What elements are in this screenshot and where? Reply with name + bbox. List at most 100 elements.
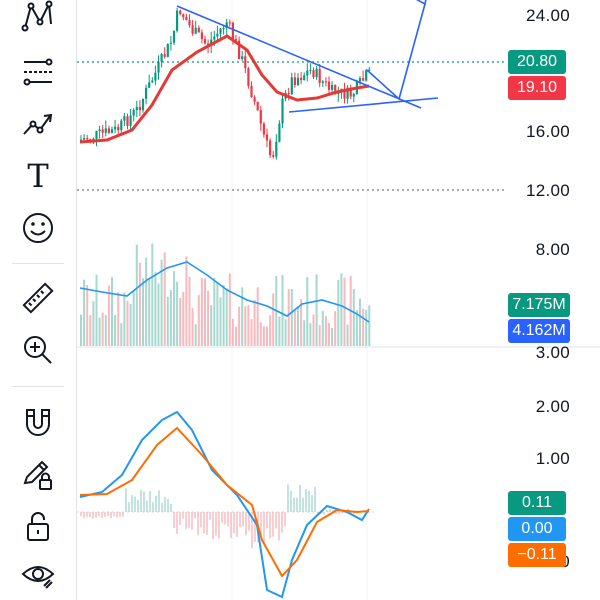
histogram-bar bbox=[242, 512, 244, 527]
volume-bar bbox=[303, 320, 306, 346]
histogram-badge: 0.11 bbox=[508, 491, 566, 515]
volume-bar bbox=[266, 326, 268, 346]
volume-bar bbox=[262, 326, 265, 346]
candle-body bbox=[117, 126, 120, 131]
volume-bar bbox=[151, 243, 154, 346]
volume-bar bbox=[368, 305, 371, 346]
forecast-tool-button[interactable] bbox=[14, 102, 62, 146]
candle-body bbox=[203, 39, 207, 44]
histogram-bar bbox=[161, 502, 163, 512]
forecast-arrow[interactable] bbox=[366, 3, 426, 101]
candle-body bbox=[306, 70, 309, 76]
volume-bar bbox=[101, 312, 104, 346]
histogram-bar bbox=[116, 512, 118, 518]
candle-body bbox=[104, 128, 107, 133]
candle-body bbox=[265, 134, 269, 141]
text-tool-button[interactable]: T bbox=[14, 154, 62, 198]
candle-body bbox=[132, 109, 135, 116]
volume-bar bbox=[281, 274, 284, 346]
indicator-axis-label: 3.00 bbox=[535, 343, 570, 362]
volume-bar bbox=[138, 262, 141, 346]
histogram-bar bbox=[323, 512, 325, 515]
indicator-axis-label: 1.00 bbox=[535, 449, 570, 468]
candle-body bbox=[197, 27, 200, 33]
candle-body bbox=[95, 131, 98, 139]
histogram-bar bbox=[311, 494, 313, 512]
candle-body bbox=[172, 30, 176, 43]
resistance-trendline[interactable] bbox=[176, 5, 422, 109]
volume-bar bbox=[312, 314, 315, 346]
macd-histogram bbox=[80, 484, 370, 549]
histogram-bar bbox=[260, 512, 262, 536]
volume-bar bbox=[216, 282, 219, 346]
zoom-in-tool-button[interactable] bbox=[14, 328, 62, 372]
volume-bar bbox=[200, 278, 203, 346]
candle-body bbox=[228, 22, 231, 24]
lock-drawings-tool-button[interactable] bbox=[14, 452, 62, 496]
candle-body bbox=[200, 32, 203, 40]
histogram-bar bbox=[194, 512, 196, 519]
volume-bar bbox=[315, 274, 318, 346]
histogram-bar bbox=[170, 503, 172, 512]
volume-bar bbox=[244, 306, 247, 346]
candle-body bbox=[241, 56, 244, 60]
volume-bar bbox=[300, 299, 303, 346]
candle-body bbox=[110, 129, 114, 133]
candle-body bbox=[148, 82, 151, 88]
volume-bar bbox=[135, 244, 138, 346]
volume-bar bbox=[231, 318, 234, 346]
fib-retracement-tool-button[interactable] bbox=[14, 50, 62, 94]
candle-body bbox=[234, 39, 238, 41]
macd-line bbox=[79, 410, 370, 599]
histogram-bar bbox=[110, 512, 112, 519]
candle-body bbox=[114, 126, 117, 130]
histogram-bar bbox=[209, 512, 211, 520]
histogram-bar bbox=[275, 512, 277, 529]
volume-bar bbox=[166, 296, 169, 346]
histogram-bar bbox=[203, 512, 205, 534]
zoom-in-icon bbox=[24, 336, 52, 364]
volume-bar bbox=[343, 277, 346, 346]
magnet-tool-button[interactable] bbox=[14, 400, 62, 444]
candle-body bbox=[188, 20, 191, 26]
lock-all-tool-button[interactable] bbox=[14, 504, 62, 548]
histogram-bar bbox=[302, 497, 304, 512]
ma-value-badge: 19.10 bbox=[508, 76, 566, 100]
candle-body bbox=[272, 155, 275, 157]
volume-bar bbox=[142, 278, 144, 346]
histogram-bar bbox=[119, 512, 121, 517]
histogram-bar bbox=[104, 512, 106, 517]
volume-bar bbox=[163, 252, 166, 346]
support-trendline[interactable] bbox=[288, 97, 439, 113]
pattern-tool-button[interactable] bbox=[14, 0, 62, 40]
forecast-arrowhead bbox=[415, 0, 427, 6]
histogram-bar bbox=[95, 512, 97, 518]
volume-bar bbox=[365, 309, 368, 346]
candle-body bbox=[256, 101, 259, 111]
histogram-bar bbox=[296, 497, 298, 512]
volume-bar bbox=[352, 289, 355, 346]
volume-bar bbox=[157, 283, 160, 346]
candle-body bbox=[129, 115, 132, 126]
histogram-bar bbox=[293, 497, 295, 512]
emoji-tool-button[interactable] bbox=[14, 206, 62, 250]
hide-drawings-tool-button[interactable] bbox=[14, 552, 62, 596]
histogram-bar bbox=[143, 491, 145, 512]
candle-body bbox=[293, 77, 296, 86]
volume-bar bbox=[250, 319, 253, 346]
candle-body bbox=[83, 138, 86, 140]
candle-body bbox=[358, 78, 362, 82]
volume-bar bbox=[120, 323, 123, 346]
histogram-bar bbox=[326, 509, 328, 512]
candle-body bbox=[309, 70, 312, 72]
volume-bar bbox=[293, 309, 296, 346]
price-chart[interactable] bbox=[77, 0, 600, 600]
volume-bar bbox=[98, 317, 101, 346]
histogram-bar bbox=[305, 488, 307, 512]
volume-bar bbox=[222, 284, 225, 346]
ruler-tool-button[interactable] bbox=[14, 276, 62, 320]
histogram-bar bbox=[341, 512, 343, 514]
candle-body bbox=[290, 77, 293, 95]
volume-ma-line bbox=[79, 261, 370, 323]
histogram-bar bbox=[86, 512, 88, 517]
